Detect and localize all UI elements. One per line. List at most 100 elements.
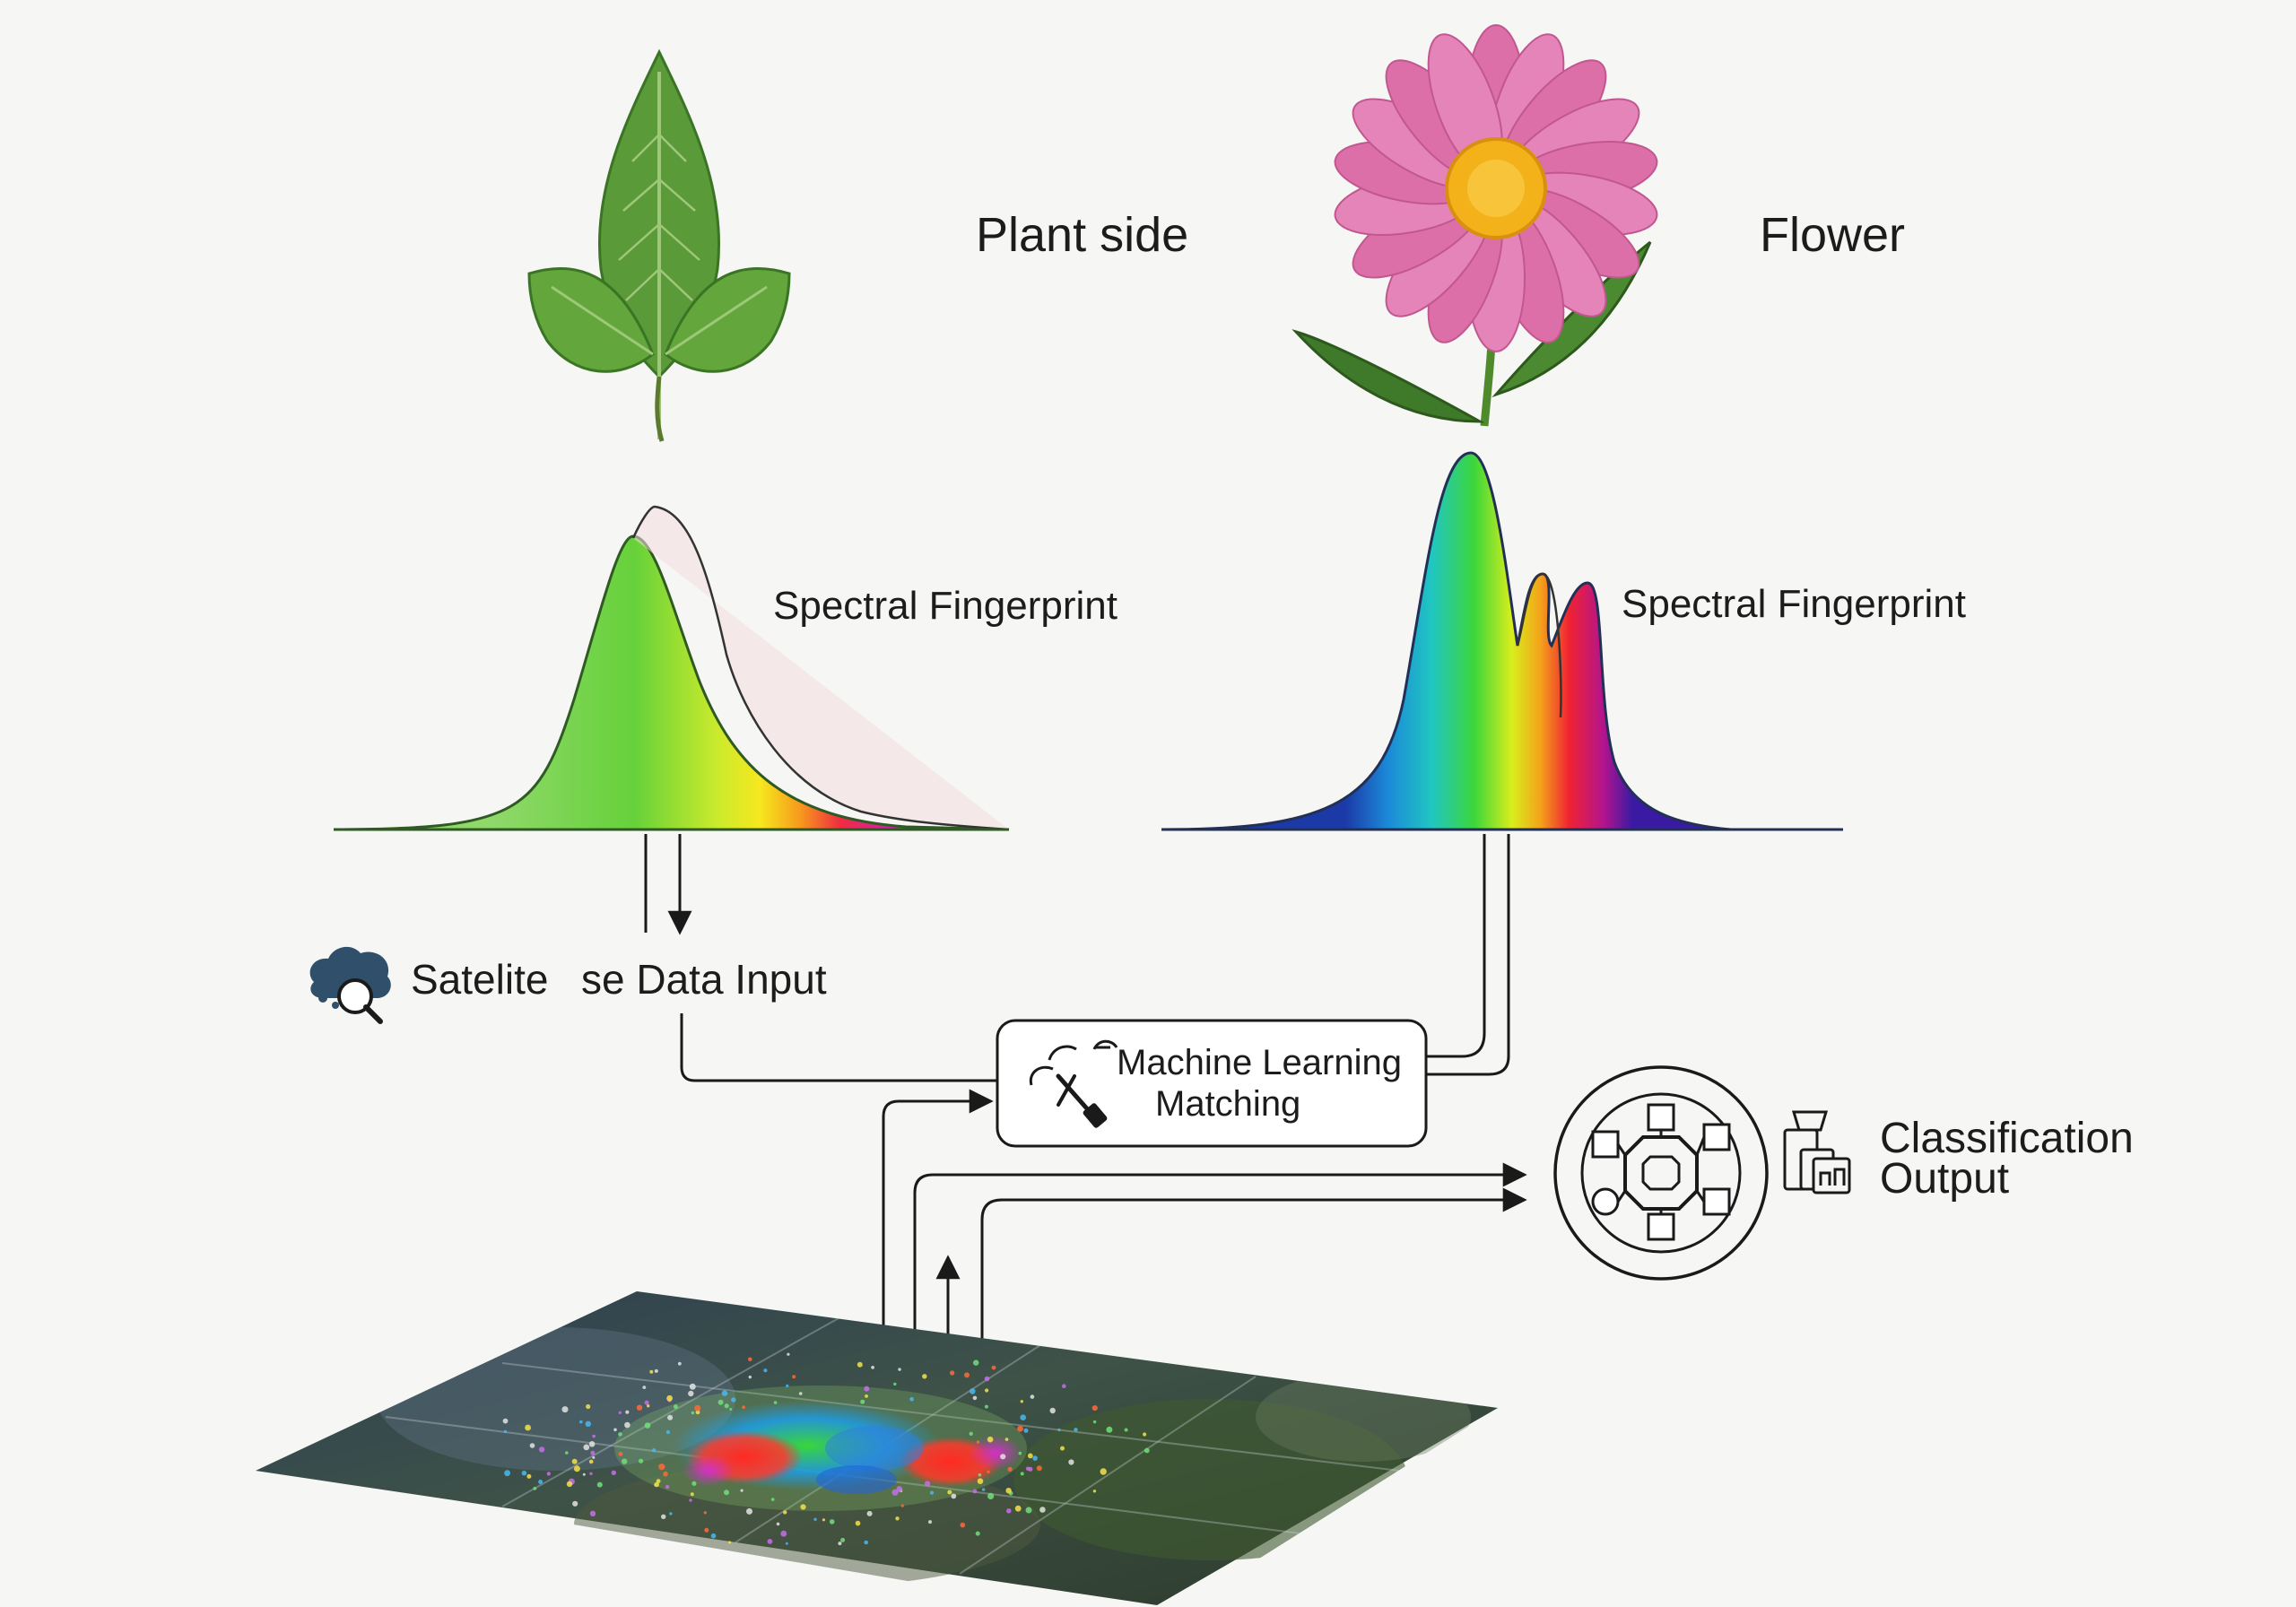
heatmap-dot xyxy=(589,1472,593,1476)
heatmap-dot xyxy=(1057,1428,1061,1432)
heatmap-dot xyxy=(579,1420,583,1424)
heatmap-dot xyxy=(618,1451,623,1456)
leaf-illustration xyxy=(527,48,791,442)
heatmap-dot xyxy=(951,1493,957,1499)
heatmap-dot xyxy=(649,1369,654,1374)
heatmap-dot xyxy=(592,1434,596,1438)
plant-side-label: Plant side xyxy=(976,208,1188,262)
heatmap-dot xyxy=(855,1520,861,1526)
heatmap-dot xyxy=(787,1352,790,1356)
heatmap-dot xyxy=(729,1408,733,1411)
heatmap-dot xyxy=(728,1541,732,1544)
heatmap-dot xyxy=(566,1481,573,1488)
heatmap-dot xyxy=(1100,1468,1107,1475)
network-node-circle-icon xyxy=(1553,1065,1769,1281)
heatmap-dot xyxy=(590,1450,596,1455)
heatmap-dot xyxy=(860,1399,865,1404)
heatmap-dot xyxy=(1049,1407,1056,1414)
heatmap-dot xyxy=(864,1385,870,1392)
heatmap-dot xyxy=(583,1444,590,1451)
heatmap-dots xyxy=(502,1352,1150,1546)
satellite-dish-tools-icon xyxy=(1029,1039,1118,1128)
heatmap-dot xyxy=(1062,1384,1066,1388)
heatmap-dot xyxy=(1092,1490,1097,1493)
heatmap-dot xyxy=(1030,1394,1035,1399)
heatmap-dot xyxy=(1000,1454,1006,1460)
heatmap-dot xyxy=(538,1480,544,1484)
connector-lines xyxy=(644,834,1527,1429)
heatmap-dot xyxy=(1027,1453,1033,1459)
heatmap-dot xyxy=(721,1390,728,1396)
heatmap-dot xyxy=(589,1510,596,1517)
heatmap-dot xyxy=(526,1473,532,1479)
heatmap-dot xyxy=(613,1428,617,1432)
heatmap-dot xyxy=(665,1484,670,1490)
spectral-fingerprint-left-label: Spectral Fingerprint xyxy=(773,584,1118,628)
heatmap-dot xyxy=(673,1404,678,1410)
heatmap-dot xyxy=(654,1368,658,1373)
heatmap-dot xyxy=(710,1533,717,1539)
heatmap-dot xyxy=(622,1458,628,1464)
heatmap-dot xyxy=(691,1481,697,1486)
heatmap-dot xyxy=(647,1404,650,1408)
heatmap-dot xyxy=(770,1498,775,1501)
heatmap-dot xyxy=(704,1527,709,1533)
heatmap-dot xyxy=(864,1540,868,1545)
heatmap-dot xyxy=(690,1492,694,1497)
heatmap-dot xyxy=(691,1411,695,1415)
cloud-search-icon xyxy=(309,946,391,1024)
heatmap-dot xyxy=(654,1481,659,1488)
heatmap-dot xyxy=(585,1420,591,1428)
heatmap-dot xyxy=(525,1424,531,1431)
heatmap-dot xyxy=(1091,1405,1098,1412)
heatmap-dot xyxy=(663,1471,668,1477)
heatmap-dot xyxy=(746,1507,752,1515)
heatmap-dot xyxy=(909,1397,914,1402)
heatmap-dot xyxy=(976,1440,980,1444)
heatmap-dot xyxy=(571,1458,578,1464)
heatmap-dot xyxy=(1032,1455,1038,1461)
heatmap-dot xyxy=(665,1429,671,1435)
heatmap-dot xyxy=(1092,1420,1097,1424)
heatmap-dot xyxy=(977,1478,984,1484)
heatmap-dot xyxy=(748,1375,752,1379)
heatmap-dot xyxy=(1004,1438,1009,1441)
heatmap-dot xyxy=(773,1401,778,1404)
heatmap-dot xyxy=(893,1382,897,1386)
heatmap-dot xyxy=(644,1400,649,1405)
heatmap-dot xyxy=(822,1518,826,1522)
flower-label: Flower xyxy=(1760,208,1905,262)
classification-label-line1: Classification xyxy=(1880,1115,2134,1162)
heatmap-dot xyxy=(1039,1507,1046,1513)
heatmap-dot xyxy=(718,1399,724,1405)
heatmap-dot xyxy=(960,1522,966,1528)
heatmap-dot xyxy=(1074,1428,1078,1432)
heatmap-dot xyxy=(964,1372,970,1378)
heatmap-dot xyxy=(561,1406,569,1413)
heatmap-dot xyxy=(666,1394,673,1402)
heatmap-dot xyxy=(866,1510,873,1516)
heatmap-dot xyxy=(840,1537,846,1542)
heatmap-dot xyxy=(703,1511,707,1515)
heatmap-dot xyxy=(838,1542,842,1546)
heatmap-dot xyxy=(922,1374,927,1379)
heatmap-dot xyxy=(776,1522,780,1526)
heatmap-dot xyxy=(1018,1451,1022,1455)
heatmap-dot xyxy=(813,1517,817,1522)
heatmap-dot xyxy=(1036,1465,1042,1472)
spectral-fingerprint-right-label: Spectral Fingerprint xyxy=(1622,582,1966,626)
heatmap-dot xyxy=(624,1421,631,1429)
heatmap-dot xyxy=(1020,1414,1026,1420)
heatmap-dot xyxy=(565,1451,569,1455)
heatmap-dot xyxy=(689,1383,696,1390)
heatmap-dot xyxy=(546,1472,551,1476)
heatmap-dot xyxy=(896,1486,903,1492)
heatmap-dot xyxy=(596,1481,603,1488)
heatmap-dot xyxy=(973,1359,979,1366)
heatmap-dot xyxy=(928,1520,932,1524)
heatmap-dot xyxy=(792,1375,796,1379)
heatmap-dot xyxy=(573,1465,580,1472)
heatmap-dot xyxy=(970,1388,976,1394)
heatmap-dot xyxy=(503,1429,508,1434)
ml-label-line2: Matching xyxy=(1155,1084,1300,1124)
